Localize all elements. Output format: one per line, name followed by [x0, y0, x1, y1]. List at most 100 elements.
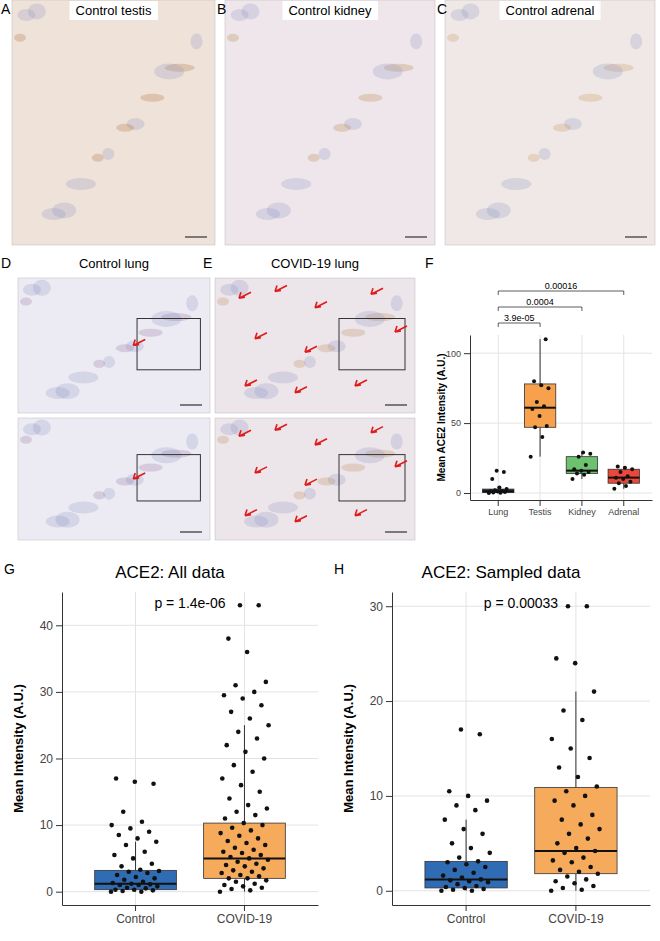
point	[486, 880, 491, 885]
title-background	[70, 1, 158, 20]
x-tick-label: Adrenal	[608, 507, 639, 517]
point	[490, 477, 494, 481]
tissue-texture	[333, 124, 351, 132]
tissue-texture	[66, 178, 96, 190]
point	[154, 839, 159, 844]
y-axis-title: Mean Intensity (A.U.)	[341, 684, 356, 813]
point	[248, 716, 253, 721]
whisker	[466, 820, 467, 862]
grid-line	[470, 423, 652, 424]
inset	[339, 319, 405, 370]
grid-line-x	[466, 592, 467, 905]
point	[141, 879, 146, 884]
y-tick-mark	[56, 758, 62, 759]
point	[257, 789, 262, 794]
y-tick-label: 10	[40, 818, 54, 832]
point	[121, 809, 126, 814]
image-panel: AControl testis	[1, 0, 215, 245]
tissue-texture	[244, 387, 268, 399]
y-tick-mark	[386, 796, 392, 797]
tissue-texture	[294, 360, 306, 368]
point	[439, 888, 444, 893]
point	[540, 435, 544, 439]
point	[132, 887, 137, 892]
point	[565, 874, 570, 879]
arrow	[239, 292, 251, 298]
point	[461, 827, 466, 832]
point	[248, 888, 253, 893]
y-tick-mark	[386, 701, 392, 702]
tissue-texture	[268, 372, 298, 384]
point	[489, 489, 493, 493]
point	[246, 803, 251, 808]
tissue-texture	[391, 433, 403, 449]
tissue-texture	[231, 9, 249, 21]
grid-line	[392, 890, 650, 891]
point	[580, 718, 585, 723]
point	[140, 819, 145, 824]
point	[148, 882, 153, 887]
x-tick: Control	[116, 905, 155, 926]
point	[253, 813, 258, 818]
comparison-bracket	[498, 307, 582, 311]
tissue-texture	[317, 344, 335, 352]
y-tick: 0	[456, 488, 470, 498]
point	[545, 424, 549, 428]
scale-bar	[180, 531, 202, 533]
figure: AControl testisBControl kidneyCControl a…	[0, 0, 660, 941]
point	[252, 690, 257, 695]
point	[136, 883, 141, 888]
title-background	[265, 254, 365, 273]
box	[608, 469, 639, 483]
tissue-texture	[217, 297, 229, 305]
y-tick-label: 0	[46, 885, 53, 899]
point	[618, 470, 622, 474]
point	[145, 871, 150, 876]
y-axis: 0102030	[370, 593, 393, 906]
point	[585, 604, 590, 609]
point	[220, 776, 225, 781]
image-panel: ECOVID-19 lung	[203, 254, 415, 540]
y-axis: 010203040	[40, 593, 63, 906]
x-tick-mark	[575, 905, 576, 911]
panel-letter: E	[203, 255, 212, 271]
point	[221, 849, 226, 854]
y-tick: 40	[40, 619, 62, 633]
arrow	[245, 510, 257, 516]
panel-letter: A	[1, 1, 11, 17]
x-tick: Control	[447, 905, 486, 926]
panel-letter: G	[4, 561, 15, 577]
point	[588, 452, 592, 456]
point	[586, 836, 591, 841]
arrow	[355, 380, 367, 386]
x-tick-label: Control	[447, 912, 486, 926]
tissue-texture	[20, 436, 32, 444]
point	[241, 884, 246, 889]
point	[135, 836, 140, 841]
x-tick-label: Testis	[529, 507, 553, 517]
point	[616, 464, 620, 468]
x-tick-label: COVID-19	[217, 912, 273, 926]
panel-title: Control kidney	[288, 3, 372, 18]
arrow	[355, 510, 367, 516]
arrow	[371, 288, 383, 294]
arrow	[255, 467, 267, 473]
point	[257, 874, 262, 879]
point	[571, 803, 576, 808]
arrow	[395, 461, 407, 467]
tissue-texture	[46, 515, 70, 527]
point	[224, 863, 229, 868]
tissue-texture	[319, 148, 331, 160]
point	[222, 693, 227, 698]
scale-bar	[625, 236, 647, 238]
point	[552, 798, 557, 803]
y-tick-mark	[464, 353, 470, 354]
point	[138, 867, 143, 872]
point	[233, 845, 238, 850]
y-axis-line	[392, 593, 393, 906]
point	[588, 865, 593, 870]
point	[256, 603, 261, 608]
y-tick-mark	[386, 606, 392, 607]
point	[621, 477, 625, 481]
comparison-label: 3.9e-05	[504, 313, 535, 323]
